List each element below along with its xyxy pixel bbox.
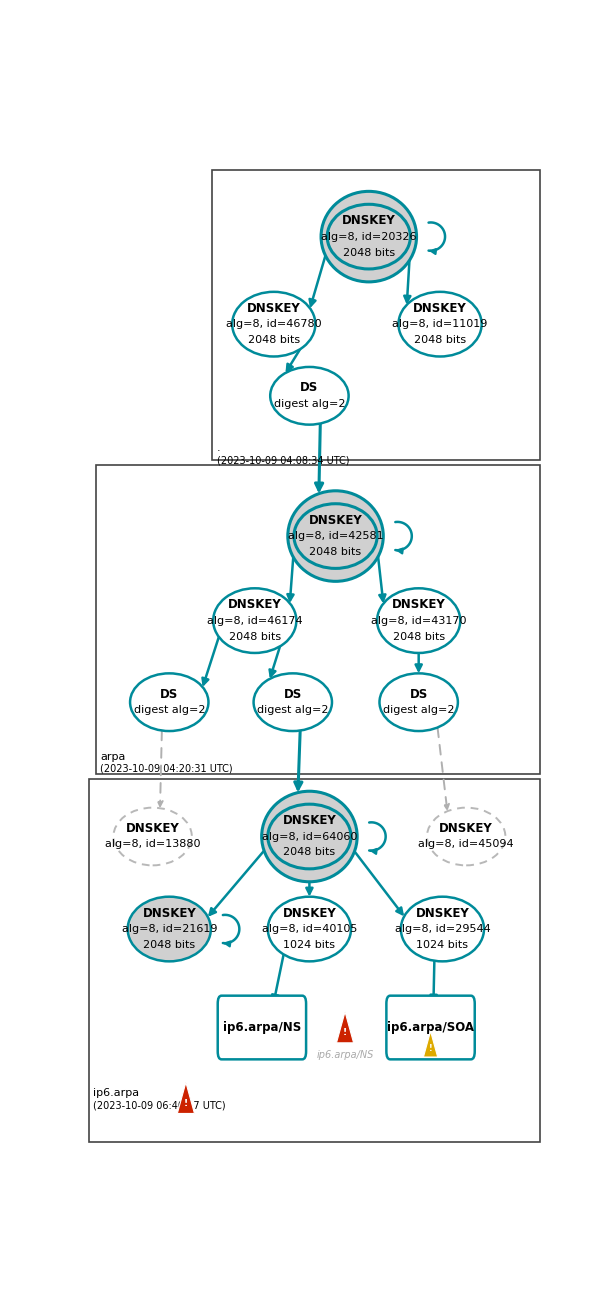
Text: !: !	[343, 1028, 347, 1037]
Text: DNSKEY: DNSKEY	[283, 907, 337, 920]
Text: alg=8, id=46780: alg=8, id=46780	[226, 319, 322, 329]
Ellipse shape	[254, 673, 332, 731]
Text: 2048 bits: 2048 bits	[392, 632, 445, 642]
Text: DS: DS	[300, 381, 319, 394]
Text: 2048 bits: 2048 bits	[414, 335, 466, 345]
Text: alg=8, id=45094: alg=8, id=45094	[419, 840, 514, 849]
Ellipse shape	[327, 204, 410, 269]
Text: ip6.arpa: ip6.arpa	[93, 1088, 139, 1098]
Polygon shape	[177, 1083, 194, 1114]
Text: .: .	[217, 443, 221, 453]
Text: DNSKEY: DNSKEY	[142, 907, 196, 920]
Text: alg=8, id=43170: alg=8, id=43170	[371, 615, 466, 625]
Text: DNSKEY: DNSKEY	[392, 598, 446, 611]
Text: DNSKEY: DNSKEY	[228, 598, 281, 611]
Text: alg=8, id=21619: alg=8, id=21619	[121, 924, 217, 934]
Text: DS: DS	[160, 687, 178, 700]
Ellipse shape	[401, 897, 484, 961]
Text: DNSKEY: DNSKEY	[416, 907, 470, 920]
Text: DNSKEY: DNSKEY	[126, 822, 180, 835]
Ellipse shape	[294, 504, 377, 568]
Text: 2048 bits: 2048 bits	[283, 848, 335, 858]
Polygon shape	[424, 1031, 438, 1057]
Ellipse shape	[427, 808, 505, 866]
Ellipse shape	[113, 808, 192, 866]
Text: DNSKEY: DNSKEY	[283, 814, 337, 827]
Text: (2023-10-09 04:08:34 UTC): (2023-10-09 04:08:34 UTC)	[217, 456, 349, 465]
Ellipse shape	[268, 804, 351, 868]
Text: alg=8, id=13880: alg=8, id=13880	[105, 840, 200, 849]
Text: (2023-10-09 06:40:17 UTC): (2023-10-09 06:40:17 UTC)	[93, 1099, 226, 1110]
Ellipse shape	[287, 491, 383, 581]
Text: (2023-10-09 04:20:31 UTC): (2023-10-09 04:20:31 UTC)	[101, 764, 233, 774]
Text: !: !	[184, 1098, 188, 1107]
Ellipse shape	[321, 191, 417, 282]
FancyBboxPatch shape	[218, 996, 306, 1059]
Text: 1024 bits: 1024 bits	[283, 941, 335, 950]
Text: 2048 bits: 2048 bits	[248, 335, 300, 345]
Text: ip6.arpa/SOA: ip6.arpa/SOA	[387, 1021, 474, 1034]
Text: DS: DS	[409, 687, 428, 700]
Text: 2048 bits: 2048 bits	[229, 632, 281, 642]
Ellipse shape	[213, 588, 296, 652]
Text: digest alg=2: digest alg=2	[383, 705, 454, 716]
Text: ip6.arpa/NS: ip6.arpa/NS	[316, 1050, 374, 1061]
Text: DS: DS	[284, 687, 302, 700]
Text: 2048 bits: 2048 bits	[143, 941, 196, 950]
Text: alg=8, id=11019: alg=8, id=11019	[392, 319, 488, 329]
Text: alg=8, id=40105: alg=8, id=40105	[262, 924, 357, 934]
Text: arpa: arpa	[101, 752, 126, 762]
Ellipse shape	[270, 367, 349, 425]
FancyBboxPatch shape	[88, 779, 540, 1142]
FancyBboxPatch shape	[212, 171, 540, 460]
Ellipse shape	[268, 897, 351, 961]
FancyBboxPatch shape	[96, 465, 540, 774]
Text: DNSKEY: DNSKEY	[247, 302, 300, 315]
Text: alg=8, id=46174: alg=8, id=46174	[207, 615, 303, 625]
Text: DNSKEY: DNSKEY	[440, 822, 493, 835]
Text: alg=8, id=29544: alg=8, id=29544	[395, 924, 490, 934]
Text: digest alg=2: digest alg=2	[134, 705, 205, 716]
Ellipse shape	[379, 673, 458, 731]
Text: digest alg=2: digest alg=2	[273, 399, 345, 408]
Ellipse shape	[130, 673, 208, 731]
Text: !: !	[428, 1044, 432, 1053]
Text: 1024 bits: 1024 bits	[416, 941, 468, 950]
Text: DNSKEY: DNSKEY	[342, 214, 395, 227]
Ellipse shape	[262, 791, 357, 881]
Text: alg=8, id=64060: alg=8, id=64060	[262, 832, 357, 841]
Text: 2048 bits: 2048 bits	[343, 248, 395, 257]
Text: DNSKEY: DNSKEY	[413, 302, 467, 315]
Ellipse shape	[128, 897, 211, 961]
FancyBboxPatch shape	[386, 996, 474, 1059]
Text: digest alg=2: digest alg=2	[257, 705, 329, 716]
Text: 2048 bits: 2048 bits	[310, 547, 362, 557]
Ellipse shape	[232, 292, 315, 357]
Text: alg=8, id=20326: alg=8, id=20326	[321, 231, 417, 242]
Text: alg=8, id=42581: alg=8, id=42581	[287, 531, 383, 541]
Text: ip6.arpa/NS: ip6.arpa/NS	[223, 1021, 301, 1034]
Ellipse shape	[398, 292, 482, 357]
Ellipse shape	[377, 588, 460, 652]
Polygon shape	[337, 1012, 354, 1043]
Text: DNSKEY: DNSKEY	[309, 514, 362, 527]
